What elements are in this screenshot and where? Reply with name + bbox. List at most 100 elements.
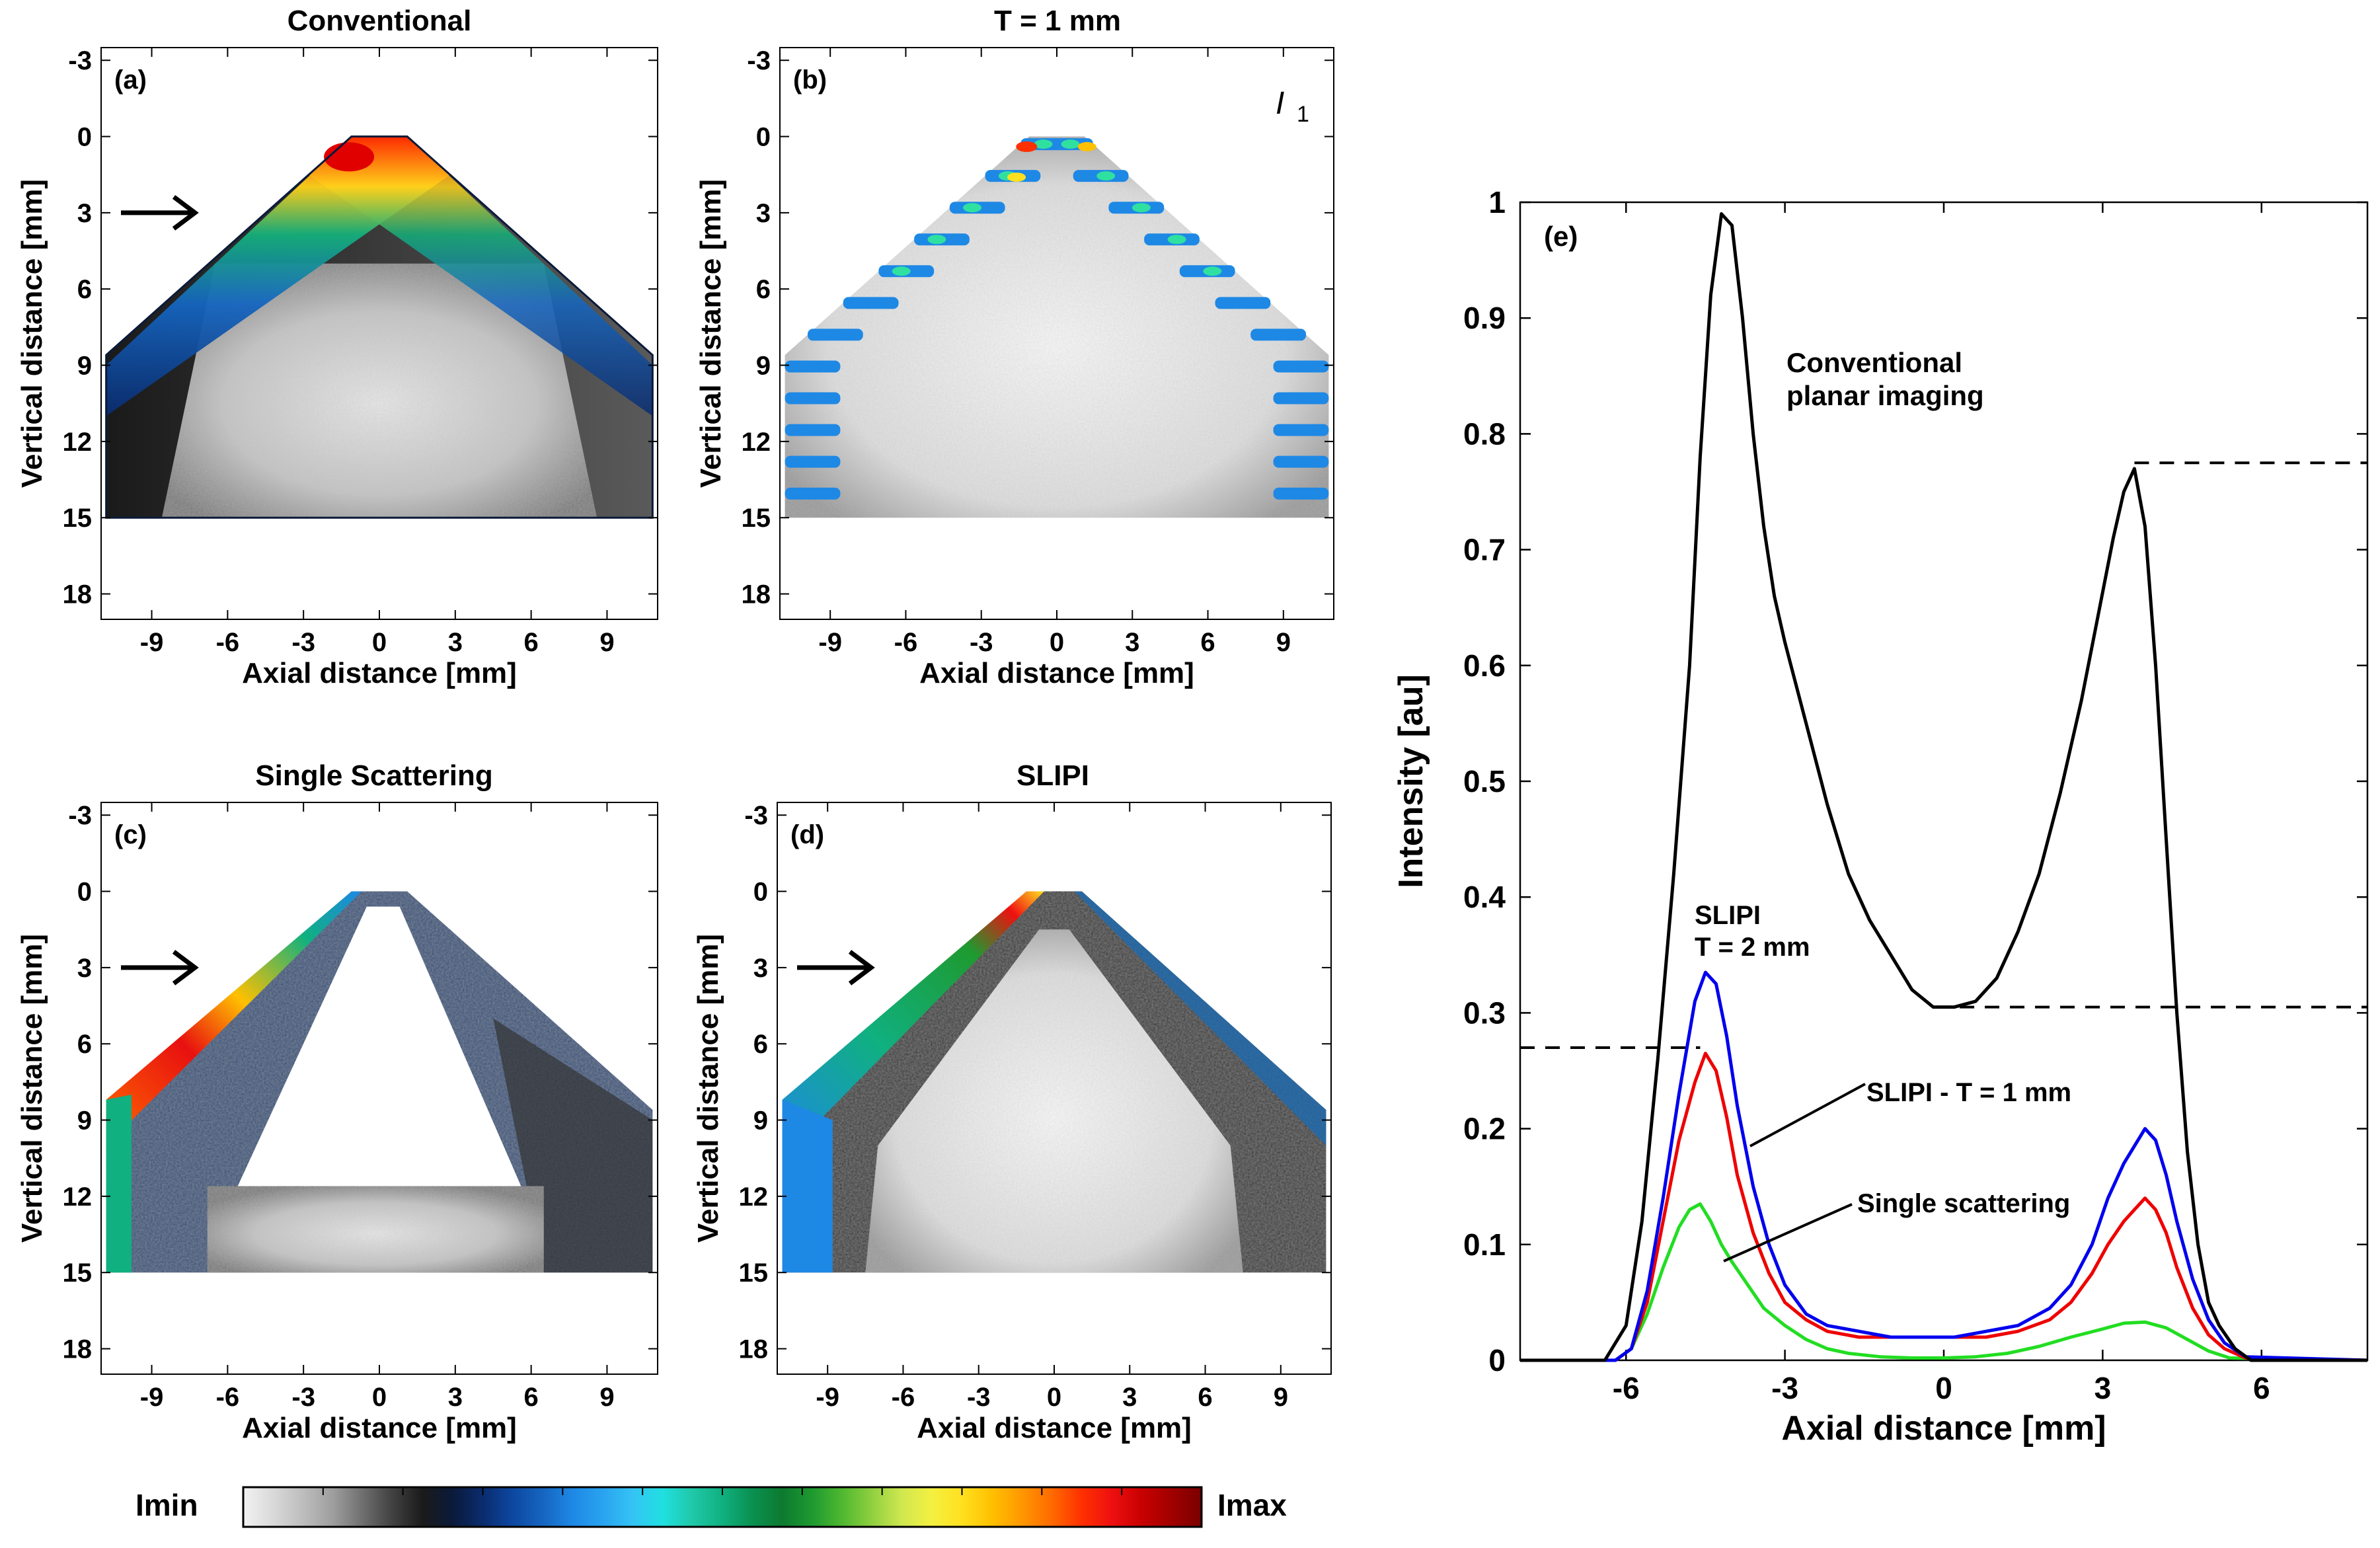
y-tick-label: -3	[744, 801, 768, 830]
x-tick-label: -6	[892, 1383, 915, 1412]
x-tick-label: 3	[448, 628, 463, 657]
plot-frame	[1519, 201, 2369, 1362]
series-line-1	[1520, 970, 2368, 1362]
y-tick-label: 0	[753, 878, 768, 907]
lower-core	[207, 1186, 544, 1273]
y-tick-label: -3	[747, 46, 771, 75]
empty-core	[237, 906, 521, 1186]
stripe-right	[1273, 424, 1329, 436]
stripe-left	[785, 487, 841, 500]
x-tick-label: 0	[1050, 628, 1064, 657]
x-tick-label: -3	[967, 1383, 991, 1412]
arrow-icon	[172, 950, 199, 986]
spray-core	[161, 263, 597, 518]
spray-edge-left	[782, 1099, 833, 1273]
x-axis-label: Axial distance [mm]	[242, 657, 517, 689]
hotspot	[1077, 141, 1096, 151]
spray-edge-left	[106, 1095, 132, 1273]
stripe-right	[1250, 329, 1307, 341]
annotation-conventional-2: planar imaging	[1786, 380, 1984, 411]
x-tick-label: -9	[140, 628, 164, 657]
y-tick-label: 12	[742, 428, 771, 457]
x-tick-label: -3	[1771, 1371, 1798, 1405]
spray-core	[865, 929, 1243, 1273]
x-axis-label: Axial distance [mm]	[917, 1412, 1192, 1444]
y-tick-label: 18	[63, 580, 93, 609]
y-tick-label: 6	[77, 275, 92, 304]
y-axis-label: Vertical distance [mm]	[16, 179, 48, 488]
spray-beam-left	[782, 891, 1044, 1159]
panel-label: (c)	[114, 820, 147, 849]
y-tick-label: 6	[756, 275, 771, 304]
x-tick-label: 6	[1198, 1383, 1212, 1412]
panel-label: (d)	[790, 820, 824, 849]
y-axis-label: Intensity [au]	[1392, 674, 1430, 888]
x-tick-label: 6	[1200, 628, 1215, 657]
y-tick-label: 12	[63, 1182, 93, 1212]
y-tick-label: 9	[753, 1106, 768, 1136]
x-tick-label: 0	[1935, 1371, 1952, 1405]
stripe-right	[1215, 297, 1271, 309]
y-tick-label: 9	[77, 352, 92, 381]
spray-beam-left	[106, 891, 362, 1145]
x-tick-label: 9	[599, 628, 614, 657]
series-line-3	[1520, 1202, 2368, 1362]
y-tick-label: 0	[77, 123, 92, 152]
y-tick-label: 0.7	[1463, 533, 1506, 567]
panel-c-single-scattering: -9 -6 -3 0 3 6 9 -3 0 3 6 9 12 15 18 Single Scattering A…	[16, 759, 658, 1444]
y-tick-label: 0	[77, 878, 92, 907]
series-line-0	[1520, 212, 2367, 1362]
y-tick-label: 6	[753, 1030, 768, 1059]
intensity-symbol: I	[1276, 86, 1284, 121]
stripe-left	[785, 360, 841, 373]
x-tick-label: 9	[599, 1383, 614, 1412]
heatmap-image	[785, 136, 1329, 518]
y-tick-label: 0	[1488, 1343, 1506, 1377]
annotation-single: Single scattering	[1857, 1189, 2070, 1218]
y-tick-label: -3	[68, 801, 92, 830]
x-tick-label: 9	[1276, 628, 1291, 657]
hotspot	[324, 142, 375, 172]
stripe-right	[1273, 360, 1329, 373]
spray-beam-right	[1074, 891, 1326, 1145]
spray-envelope	[785, 136, 1329, 518]
y-tick-label: 12	[63, 428, 93, 457]
stripe-right	[1273, 392, 1329, 405]
heatmap-image	[105, 135, 654, 519]
stripe-left	[785, 392, 841, 405]
y-tick-label: 0.6	[1463, 648, 1506, 683]
stripe-left	[807, 329, 863, 341]
annotation-pointer-single	[1723, 1203, 1853, 1262]
stripe-dot-left	[1034, 139, 1053, 149]
y-tick-label: 3	[756, 199, 771, 228]
x-tick-label: -3	[291, 1383, 315, 1412]
x-tick-label: 0	[1047, 1383, 1061, 1412]
x-axis-label: Axial distance [mm]	[242, 1412, 517, 1444]
y-tick-label: 18	[739, 1335, 769, 1364]
annotation-slipi2-1: SLIPI	[1695, 901, 1761, 930]
x-tick-label: 3	[1122, 1383, 1137, 1412]
y-tick-label: 0.2	[1463, 1112, 1506, 1146]
x-tick-label: 3	[448, 1383, 463, 1412]
hotspot	[1016, 141, 1038, 152]
colorbar-max-label: Imax	[1217, 1488, 1287, 1522]
panel-label: (e)	[1544, 221, 1578, 252]
y-axis-label: Vertical distance [mm]	[695, 179, 727, 488]
y-tick-label: 6	[77, 1030, 92, 1059]
y-tick-label: 0.3	[1463, 995, 1506, 1030]
y-tick-label: 3	[753, 954, 768, 983]
hotspot	[1007, 173, 1026, 182]
stripe-dot-right	[1061, 139, 1080, 149]
y-tick-label: 3	[77, 199, 92, 228]
annotation-pointer-slipi1	[1749, 1083, 1866, 1147]
x-tick-label: -9	[818, 628, 842, 657]
spray-beam-right	[308, 136, 653, 416]
x-tick-label: -3	[291, 628, 315, 657]
stripe-dot-right	[1096, 171, 1116, 181]
panel-b-t1mm: -9 -6 -3 0 3 6 9 -3 0 3 6 9 12 15 18 T = 1 mm Axial dist…	[695, 5, 1334, 689]
y-tick-label: 0.4	[1463, 880, 1506, 914]
y-tick-label: 0.8	[1463, 416, 1506, 451]
arrow-icon	[848, 950, 875, 986]
stripe-right	[1273, 455, 1329, 468]
panel-e-intensity-profiles: -6 -3 0 3 6 0 0.1 0.2 0.3 0.4 0.5 0.6 0.7 0.8 0.9 1 Axia…	[1392, 185, 2369, 1448]
